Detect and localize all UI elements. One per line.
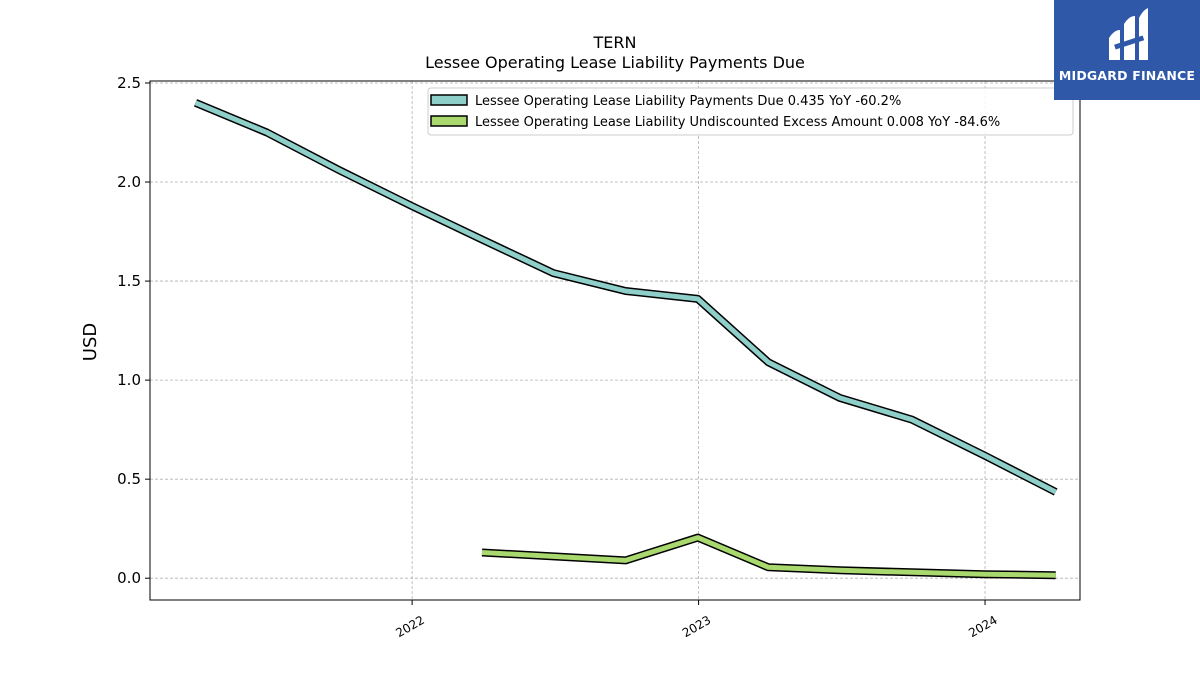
plot-frame: [149, 80, 1081, 601]
x-tick-label: 2024: [966, 613, 999, 640]
series-line-2: [481, 535, 1056, 578]
x-axis: 2022 2023 2024: [393, 600, 1000, 640]
chart-title: TERN: [593, 33, 637, 52]
grid: [150, 81, 1080, 600]
y-tick-label: 2.5: [117, 74, 141, 92]
legend-label-2: Lessee Operating Lease Liability Undisco…: [475, 115, 1000, 130]
y-tick-label: 1.0: [117, 371, 141, 389]
y-tick-label: 0.0: [117, 569, 141, 587]
legend-frame: [427, 87, 1074, 136]
y-axis-label: USD: [80, 323, 101, 361]
chart-subtitle: Lessee Operating Lease Liability Payment…: [425, 53, 805, 72]
x-tick-label: 2023: [680, 613, 713, 640]
series-line-1: [194, 100, 1057, 495]
legend-swatch-2: [430, 115, 468, 127]
y-tick-label: 1.5: [117, 272, 141, 290]
y-axis: 0.0 0.5 1.0 1.5 2.0 2.5: [117, 74, 150, 587]
x-tick-label: 2022: [393, 613, 426, 640]
y-tick-label: 0.5: [117, 470, 141, 488]
legend-label-1: Lessee Operating Lease Liability Payment…: [475, 94, 901, 109]
brand-logo: MIDGARD FINANCE: [1054, 0, 1200, 100]
y-tick-label: 2.0: [117, 173, 141, 191]
legend-swatch-1: [430, 94, 468, 106]
logo-text: MIDGARD FINANCE: [1058, 68, 1196, 83]
logo-mark-icon: [1109, 8, 1148, 60]
series-lines: [193, 99, 1058, 580]
legend: Lessee Operating Lease Liability Payment…: [427, 87, 1074, 136]
